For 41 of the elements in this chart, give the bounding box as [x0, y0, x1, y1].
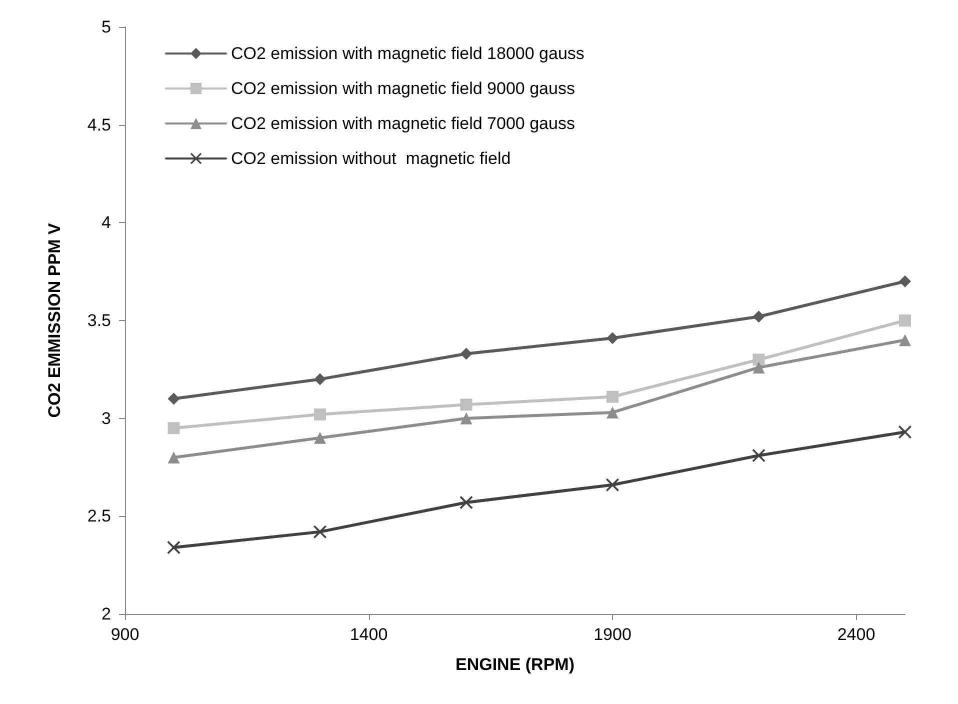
y-tick-label: 4.5	[87, 115, 111, 134]
x-tick-label: 2400	[837, 625, 876, 644]
point	[899, 275, 911, 288]
point	[460, 348, 472, 360]
point	[460, 398, 472, 411]
point	[314, 373, 326, 386]
legend-label: CO2 emission with magnetic field 7000 gauss	[231, 114, 575, 133]
y-tick-label: 2.5	[87, 506, 111, 526]
y-tick-label: 3	[102, 408, 111, 428]
x-tick-label: 900	[110, 625, 140, 644]
point	[752, 354, 765, 366]
point	[898, 426, 912, 439]
legend-label: CO2 emission without magnetic field	[231, 149, 511, 168]
point	[314, 525, 326, 538]
point	[168, 451, 180, 464]
point	[314, 408, 326, 420]
point	[752, 449, 766, 462]
point	[752, 310, 765, 323]
point	[899, 314, 911, 326]
point	[899, 334, 911, 346]
x-axis-title: ENGINE (RPM)	[456, 655, 574, 674]
point	[314, 432, 326, 444]
x-tick-label: 1900	[594, 625, 632, 644]
legend-label: CO2 emission with magnetic field 18000 gauss	[231, 44, 584, 63]
y-tick-label: 2	[102, 604, 111, 624]
point	[606, 390, 618, 403]
point	[460, 412, 472, 424]
point	[606, 478, 619, 492]
y-axis-title: CO2 EMMISSION PPM V	[45, 222, 64, 418]
point	[752, 361, 765, 374]
x-tick-label: 1400	[350, 625, 388, 644]
point	[606, 406, 618, 418]
point	[606, 332, 618, 344]
point	[167, 540, 180, 554]
legend-label: CO2 emission with magnetic field 9000 gauss	[231, 79, 575, 98]
point	[460, 496, 473, 509]
y-tick-label: 4	[102, 213, 111, 232]
y-tick-label: 3.5	[87, 311, 111, 330]
point	[168, 392, 180, 405]
y-tick-label: 5	[102, 18, 111, 36]
point	[168, 422, 180, 434]
